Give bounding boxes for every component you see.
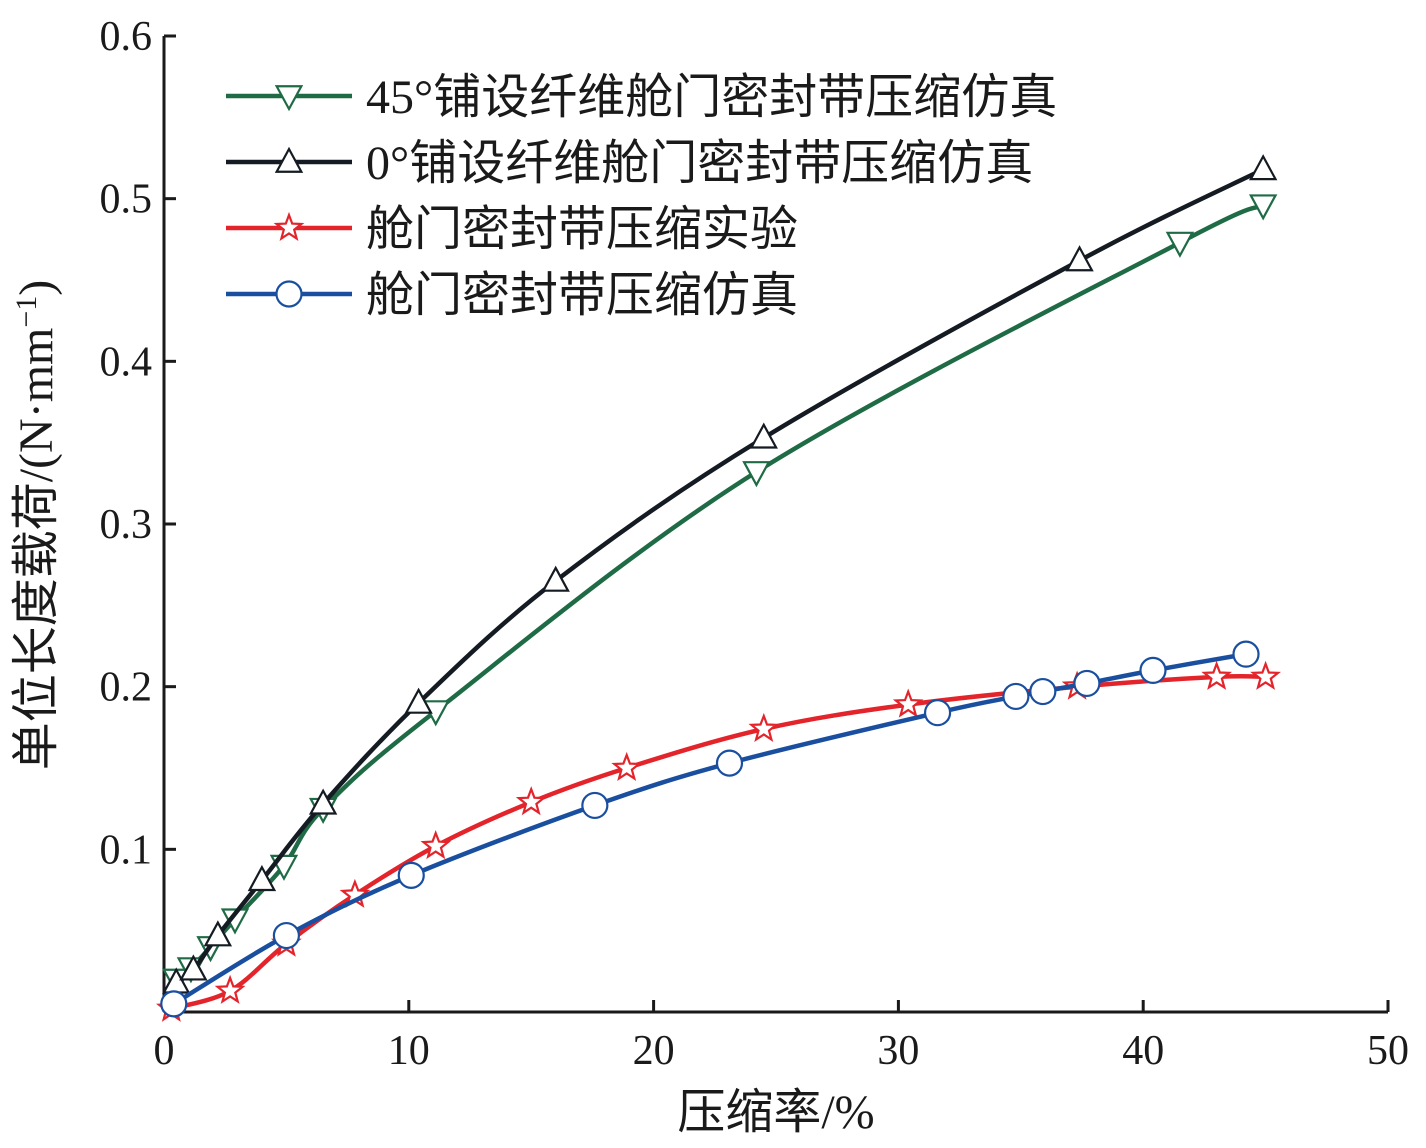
data-point <box>742 461 771 488</box>
x-tick-label: 50 <box>1367 1028 1409 1074</box>
legend-marker <box>274 85 304 112</box>
data-point <box>397 861 425 889</box>
series-line <box>171 651 1249 1007</box>
y-tick-label: 0.2 <box>100 665 153 711</box>
y-tick-label: 0.1 <box>100 827 153 873</box>
data-point <box>247 864 277 892</box>
series-layer <box>156 154 1281 1022</box>
x-tick-label: 40 <box>1122 1028 1164 1074</box>
legend-marker <box>274 146 304 173</box>
legend-entry: 0°铺设纤维舱门密封带压缩仿真 <box>226 137 1033 190</box>
data-point <box>1002 682 1030 711</box>
x-axis-label: 压缩率/% <box>677 1086 874 1139</box>
y-tick-label: 0.4 <box>100 339 153 385</box>
legend-entry: 舱门密封带压缩实验 <box>226 203 798 256</box>
y-axis-label: 单位长度载荷/(N·mm−1) <box>10 280 64 771</box>
data-point <box>308 788 338 815</box>
legend-marker <box>275 280 303 308</box>
data-point <box>160 990 188 1018</box>
data-point <box>1073 669 1101 698</box>
x-tick-label: 0 <box>154 1028 175 1074</box>
data-point <box>923 699 952 727</box>
data-point <box>715 749 744 777</box>
data-point <box>179 954 208 981</box>
y-axis-label-exponent: −1 <box>10 296 43 328</box>
data-point <box>1248 194 1278 221</box>
axes: 0 10 20 30 40 50 0.1 0.2 0.3 0.4 0.5 0.6 <box>100 14 1410 1074</box>
legend-label: 0°铺设纤维舱门密封带压缩仿真 <box>366 137 1033 190</box>
y-tick-label: 0.3 <box>100 502 153 548</box>
data-point <box>611 751 642 782</box>
legend-label: 舱门密封带压缩仿真 <box>366 269 798 322</box>
y-axis-label-main: 单位长度载荷/(N·mm <box>10 328 63 771</box>
x-tick-label: 30 <box>877 1028 919 1074</box>
data-point <box>1165 231 1195 258</box>
legend-entry: 舱门密封带压缩仿真 <box>226 269 798 322</box>
data-point <box>1250 660 1281 690</box>
data-point <box>892 688 924 718</box>
data-point <box>515 786 547 816</box>
legend-label: 45°铺设纤维舱门密封带压缩仿真 <box>366 71 1057 124</box>
legend-label: 舱门密封带压缩实验 <box>366 203 798 256</box>
data-point <box>272 921 300 950</box>
legend-entry: 45°铺设纤维舱门密封带压缩仿真 <box>226 71 1057 124</box>
y-axis-label-close: ) <box>10 280 63 296</box>
y-tick-label: 0.6 <box>100 14 153 60</box>
data-point <box>404 687 433 714</box>
data-point <box>1201 660 1232 690</box>
data-point <box>1232 640 1260 668</box>
legend-marker <box>273 211 305 242</box>
data-point <box>1065 245 1094 272</box>
data-point <box>203 920 233 947</box>
data-point <box>541 565 570 592</box>
x-tick-label: 10 <box>388 1028 430 1074</box>
data-point <box>1248 154 1278 181</box>
data-point <box>1139 656 1167 685</box>
series-3 <box>160 640 1260 1018</box>
data-point <box>749 422 778 449</box>
y-tick-label: 0.5 <box>100 177 153 223</box>
legend: 45°铺设纤维舱门密封带压缩仿真 0°铺设纤维舱门密封带压缩仿真舱门密封带压缩实验… <box>226 71 1057 322</box>
data-point <box>748 712 780 743</box>
x-tick-label: 20 <box>633 1028 675 1074</box>
series-line <box>169 673 1268 1011</box>
series-2 <box>156 660 1281 1022</box>
data-point <box>1029 677 1057 706</box>
data-point <box>581 791 609 820</box>
data-point <box>214 974 246 1004</box>
series-1 <box>162 154 1278 994</box>
data-point <box>420 830 452 860</box>
